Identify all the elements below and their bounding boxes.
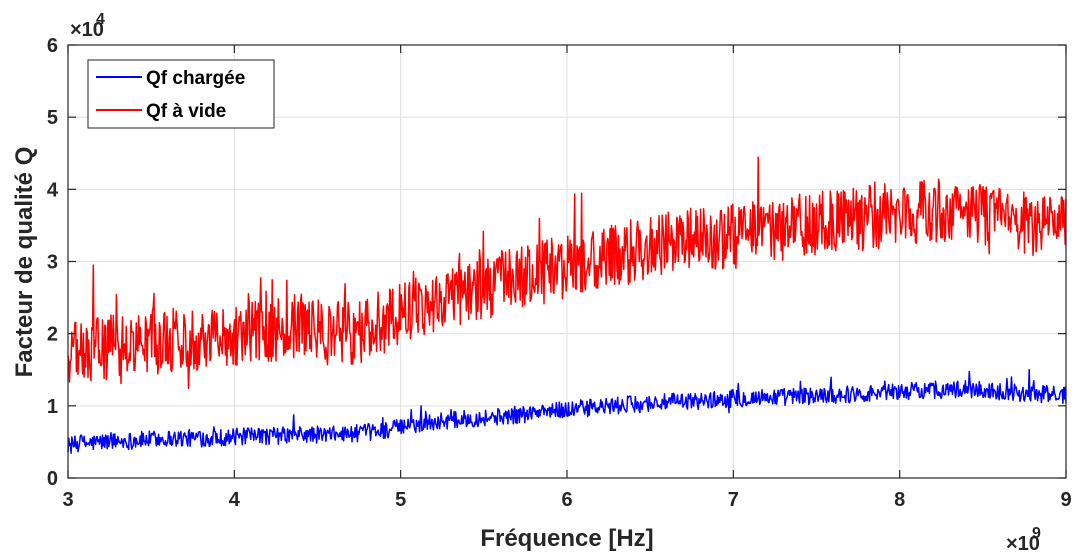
series-line-qf-loaded	[67, 368, 1067, 454]
tick-labels: 3 4 5 6 7 8 9 0 1 2 3 4 5 6	[47, 35, 1072, 511]
legend: Qf chargée Qf à vide	[87, 59, 275, 129]
y-tick-label: 0	[47, 468, 58, 490]
x-tick-label: 5	[395, 489, 406, 511]
y-exponent-power: 4	[96, 11, 105, 28]
y-exponent-base: ×10	[70, 19, 104, 41]
y-tick-label: 6	[47, 35, 58, 57]
x-axis-label: Fréquence [Hz]	[480, 525, 653, 552]
x-tick-label: 4	[229, 489, 241, 511]
legend-label-unloaded: Qf à vide	[146, 101, 226, 122]
y-tick-label: 4	[47, 179, 59, 201]
x-tick-label: 3	[62, 489, 73, 511]
x-tick-label: 9	[1060, 489, 1071, 511]
series-line-qf-unloaded	[67, 156, 1067, 390]
x-tick-label: 8	[894, 489, 905, 511]
x-exponent-base: ×10	[1006, 533, 1040, 555]
y-axis-label: Facteur de qualité Q	[11, 147, 38, 378]
x-exponent-power: 9	[1032, 525, 1041, 542]
legend-label-loaded: Qf chargée	[146, 68, 245, 89]
tick-marks	[67, 44, 1067, 479]
y-tick-label: 5	[47, 107, 58, 129]
x-tick-label: 6	[561, 489, 572, 511]
series-layer	[67, 156, 1067, 454]
y-tick-label: 2	[47, 324, 58, 346]
x-tick-label: 7	[728, 489, 739, 511]
legend-box	[87, 59, 275, 129]
y-tick-label: 3	[47, 252, 58, 274]
y-tick-label: 1	[47, 396, 58, 418]
